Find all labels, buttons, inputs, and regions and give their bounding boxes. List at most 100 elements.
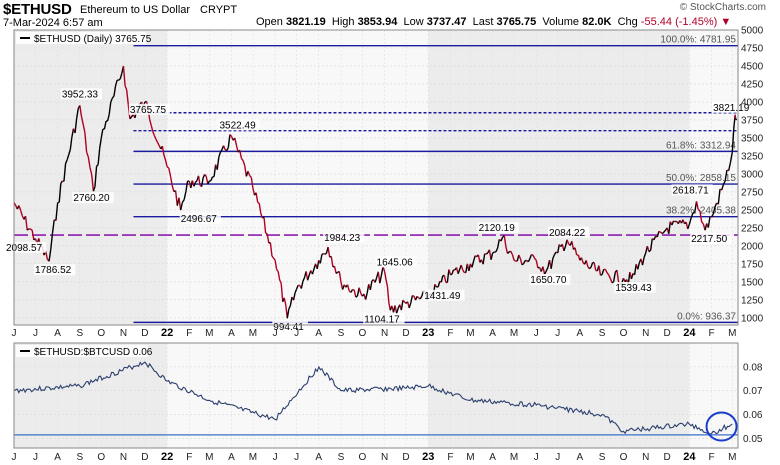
fib-level-label: 100.0%: 4781.95: [660, 35, 736, 46]
price-segment: [542, 266, 546, 275]
point-label: 1984.23: [324, 233, 361, 244]
price-segment: [31, 229, 35, 240]
point-label-bg: [529, 273, 571, 285]
price-segment: [183, 191, 187, 200]
price-segment: [600, 273, 603, 276]
price-segment: [673, 220, 676, 223]
x-axis-label-lower: A: [315, 452, 322, 463]
ratio-panel-band: [167, 343, 429, 448]
point-label-bg: [423, 289, 465, 301]
price-segment: [335, 271, 339, 274]
price-segment: [416, 295, 420, 299]
x-axis-label: M: [728, 328, 736, 339]
price-segment: [386, 286, 390, 303]
price-segment: [60, 180, 63, 184]
price-segment: [219, 149, 223, 153]
price-segment: [462, 269, 465, 273]
price-segment: [369, 280, 373, 290]
x-axis-label: A: [577, 328, 584, 339]
price-segment: [543, 270, 547, 275]
x-axis-label: F: [186, 328, 192, 339]
x-axis-label: J: [33, 328, 38, 339]
point-label: 1431.49: [424, 291, 461, 302]
price-segment: [300, 281, 304, 289]
x-axis-label-lower: A: [228, 452, 235, 463]
point-label: 3952.33: [62, 89, 99, 100]
stockcharts-logo[interactable]: © StockCharts.com: [679, 2, 766, 13]
price-segment: [593, 262, 597, 271]
price-segment: [510, 251, 514, 255]
price-segment: [169, 175, 173, 186]
x-axis-label: M: [466, 328, 474, 339]
price-segment: [235, 145, 239, 153]
price-segment: [324, 252, 327, 255]
x-axis-label-lower: M: [205, 452, 213, 463]
point-label-bg: [60, 88, 103, 100]
fib-level-label: 0.0%: 936.37: [677, 311, 736, 322]
point-label-bg: [477, 222, 519, 234]
price-segment: [630, 273, 634, 280]
price-segment: [168, 167, 172, 177]
ratio-axis-tick: 0.07: [743, 386, 763, 397]
low-label: Low: [403, 16, 424, 28]
price-segment: [537, 266, 540, 269]
point-label-bg: [72, 192, 114, 204]
price-segment: [280, 283, 284, 302]
price-segment: [271, 255, 275, 259]
price-segment: [503, 235, 507, 247]
price-segment: [103, 120, 107, 130]
price-axis-tick: 3250: [741, 151, 764, 162]
price-segment: [731, 129, 735, 153]
price-segment: [50, 233, 54, 250]
price-segment: [240, 157, 244, 161]
price-segment: [258, 203, 262, 214]
price-segment: [604, 269, 608, 274]
price-segment: [333, 266, 337, 274]
x-axis-label: F: [447, 328, 453, 339]
x-axis-label-lower: J: [534, 452, 539, 463]
high-label: High: [331, 16, 355, 28]
price-segment: [111, 95, 115, 99]
x-axis-label-lower: M: [728, 452, 736, 463]
ratio-panel-band: [14, 343, 168, 448]
price-segment: [84, 132, 88, 153]
price-segment: [75, 108, 79, 119]
price-segment: [100, 128, 104, 139]
price-segment: [153, 135, 157, 140]
point-label: 3522.49: [219, 120, 256, 131]
open-value: 3821.19: [285, 16, 326, 28]
price-segment: [63, 163, 67, 182]
price-segment: [247, 170, 251, 176]
price-segment: [606, 272, 610, 276]
price-segment: [507, 251, 510, 255]
price-segment: [260, 213, 264, 219]
price-segment: [601, 269, 605, 275]
x-axis-label-lower: M: [249, 452, 257, 463]
x-axis-label-lower: 22: [161, 451, 173, 463]
x-axis-label: S: [338, 328, 345, 339]
ratio-panel-frame: [13, 342, 739, 449]
x-axis-label-lower: D: [141, 452, 148, 463]
price-segment: [124, 85, 128, 91]
x-axis-label-lower: O: [97, 452, 105, 463]
price-segment: [496, 239, 500, 249]
price-segment: [181, 199, 185, 203]
volume-value: 82.0K: [582, 16, 612, 28]
point-label: 1650.70: [530, 275, 567, 286]
price-segment: [612, 272, 616, 282]
symbol-title[interactable]: $ETHUSD: [3, 1, 72, 18]
last-value: 3765.75: [496, 16, 537, 28]
x-axis-label-lower: A: [54, 452, 61, 463]
price-panel-band: [14, 30, 168, 325]
price-segment: [148, 119, 152, 126]
price-segment: [500, 236, 504, 242]
x-axis-label-lower: F: [447, 452, 453, 463]
price-segment: [633, 264, 637, 275]
price-segment: [440, 275, 444, 283]
price-segment: [18, 205, 22, 211]
price-panel-band: [689, 30, 738, 325]
x-axis-label: A: [228, 328, 235, 339]
x-axis-label: D: [664, 328, 671, 339]
x-axis-label-lower: D: [664, 452, 671, 463]
